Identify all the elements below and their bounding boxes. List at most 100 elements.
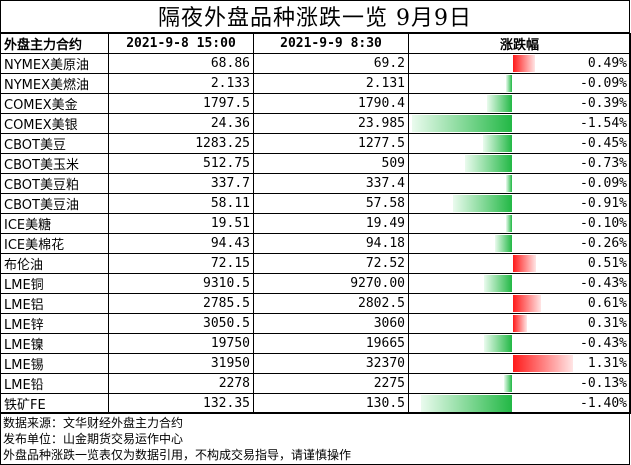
change-cell: -0.09% [408, 173, 631, 194]
contract-name: COMEX美金 [0, 93, 109, 114]
price-before: 3050.5 [108, 313, 254, 334]
table-row: LME锌 3050.5 3060 0.31% [0, 313, 631, 334]
price-before: 31950 [108, 353, 254, 374]
table-row: ICE美糖 19.51 19.49 -0.10% [0, 213, 631, 234]
change-bar-up [513, 255, 536, 272]
change-bar-down [421, 395, 512, 412]
price-after: 9270.00 [253, 273, 409, 294]
contract-name: 铁矿FE [0, 393, 109, 414]
price-before: 2278 [108, 373, 254, 394]
price-after: 57.58 [253, 193, 409, 214]
footer-publisher: 发布单位：山金期货交易运作中心 [3, 432, 184, 446]
contract-name: LME镍 [0, 333, 109, 354]
change-percent: -0.10% [580, 216, 627, 231]
change-cell: -0.39% [408, 93, 631, 114]
price-after: 509 [253, 153, 409, 174]
contract-name: CBOT美玉米 [0, 153, 109, 174]
change-percent: -0.09% [580, 76, 627, 91]
change-cell: 0.51% [408, 253, 631, 274]
table-row: LME镍 19750 19665 -0.43% [0, 333, 631, 354]
change-percent: -0.73% [580, 156, 627, 171]
header-contract: 外盘主力合约 [0, 33, 109, 54]
table-row: COMEX美银 24.36 23.985 -1.54% [0, 113, 631, 134]
change-cell: 0.31% [408, 313, 631, 334]
change-bar-up [513, 55, 535, 72]
change-percent: -0.43% [580, 336, 627, 351]
change-percent: 0.51% [587, 256, 627, 271]
change-cell: -0.91% [408, 193, 631, 214]
contract-name: CBOT美豆油 [0, 193, 109, 214]
change-bar-down [483, 135, 512, 152]
change-bar-down [484, 335, 512, 352]
price-before: 337.7 [108, 173, 254, 194]
change-percent: -0.43% [580, 276, 627, 291]
price-after: 19665 [253, 333, 409, 354]
change-bar-down [506, 175, 512, 192]
price-after: 69.2 [253, 53, 409, 74]
contract-name: LME铅 [0, 373, 109, 394]
price-after: 94.18 [253, 233, 409, 254]
table-body: NYMEX美原油 68.86 69.2 0.49% NYMEX美燃油 2.133 2.131… [0, 53, 631, 414]
header-row: 外盘主力合约 2021-9-8 15:00 2021-9-9 8:30 涨跌幅 [0, 33, 631, 54]
change-cell: -0.13% [408, 373, 631, 394]
change-bar-up [513, 315, 527, 332]
page-title: 隔夜外盘品种涨跌一览 9月9日 [0, 0, 630, 33]
change-bar-down [412, 115, 512, 132]
change-percent: -1.54% [580, 116, 627, 131]
change-cell: -0.73% [408, 153, 631, 174]
table-row: LME铝 2785.5 2802.5 0.61% [0, 293, 631, 314]
change-percent: 0.49% [587, 56, 627, 71]
change-cell: 0.61% [408, 293, 631, 314]
price-before: 24.36 [108, 113, 254, 134]
contract-name: CBOT美豆粕 [0, 173, 109, 194]
change-bar-up [513, 295, 541, 312]
change-percent: -0.45% [580, 136, 627, 151]
contract-name: ICE美棉花 [0, 233, 109, 254]
price-before: 19.51 [108, 213, 254, 234]
contract-name: 布伦油 [0, 253, 109, 274]
table-row: CBOT美豆粕 337.7 337.4 -0.09% [0, 173, 631, 194]
price-after: 1277.5 [253, 133, 409, 154]
table-row: CBOT美玉米 512.75 509 -0.73% [0, 153, 631, 174]
change-cell: -0.09% [408, 73, 631, 94]
price-after: 130.5 [253, 393, 409, 414]
footer-notes: 数据来源：文华财经外盘主力合约 发布单位：山金期货交易运作中心 外盘品种涨跌一览… [0, 412, 630, 465]
table-row: 布伦油 72.15 72.52 0.51% [0, 253, 631, 274]
contract-name: ICE美糖 [0, 213, 109, 234]
change-percent: -1.40% [580, 396, 627, 411]
change-percent: -0.09% [580, 176, 627, 191]
price-before: 132.35 [108, 393, 254, 414]
contract-name: LME锌 [0, 313, 109, 334]
change-percent: -0.13% [580, 376, 627, 391]
change-cell: -0.43% [408, 333, 631, 354]
price-before: 94.43 [108, 233, 254, 254]
price-before: 68.86 [108, 53, 254, 74]
table-row: CBOT美豆 1283.25 1277.5 -0.45% [0, 133, 631, 154]
price-after: 19.49 [253, 213, 409, 234]
price-before: 1283.25 [108, 133, 254, 154]
change-bar-down [465, 155, 512, 172]
price-after: 2802.5 [253, 293, 409, 314]
change-cell: -1.40% [408, 393, 631, 414]
change-percent: -0.39% [580, 96, 627, 111]
price-before: 19750 [108, 333, 254, 354]
price-before: 512.75 [108, 153, 254, 174]
price-table: 外盘主力合约 2021-9-8 15:00 2021-9-9 8:30 涨跌幅 … [0, 33, 631, 414]
change-percent: 0.61% [587, 296, 627, 311]
price-after: 2275 [253, 373, 409, 394]
price-before: 2785.5 [108, 293, 254, 314]
change-percent: -0.91% [580, 196, 627, 211]
change-bar-down [506, 75, 512, 92]
table-row: 铁矿FE 132.35 130.5 -1.40% [0, 393, 631, 414]
change-bar-down [453, 195, 512, 212]
change-cell: 1.31% [408, 353, 631, 374]
change-cell: -0.45% [408, 133, 631, 154]
price-after: 1790.4 [253, 93, 409, 114]
price-after: 32370 [253, 353, 409, 374]
price-after: 72.52 [253, 253, 409, 274]
price-after: 3060 [253, 313, 409, 334]
price-before: 9310.5 [108, 273, 254, 294]
footer-source: 数据来源：文华财经外盘主力合约 [3, 416, 184, 430]
price-before: 2.133 [108, 73, 254, 94]
